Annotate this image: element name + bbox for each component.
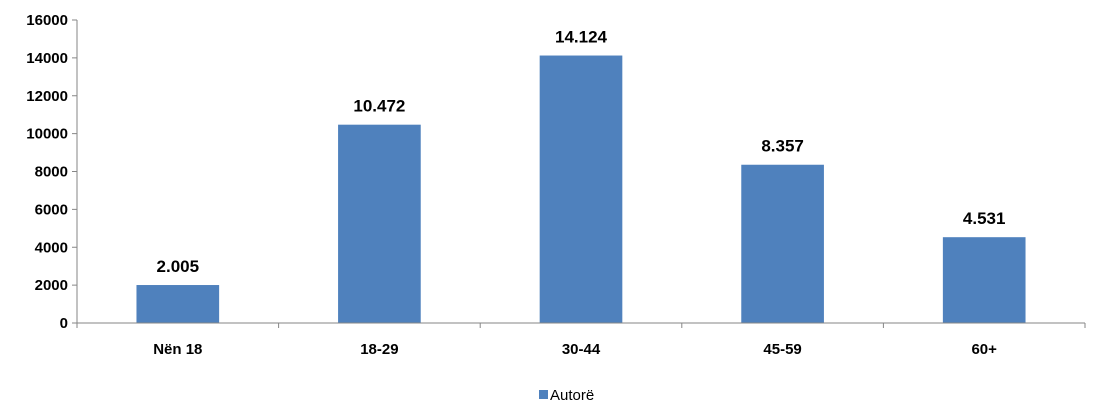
data-label: 4.531 — [963, 209, 1006, 228]
category-label: 45-59 — [763, 341, 801, 358]
x-axis-labels: Nën 18 18-29 30-44 45-59 60+ — [153, 341, 997, 358]
y-tick-label: 4000 — [35, 239, 68, 256]
y-tick-label: 10000 — [26, 126, 68, 143]
data-label: 10.472 — [353, 97, 405, 116]
category-label: 30-44 — [562, 341, 601, 358]
category-label: 60+ — [971, 341, 997, 358]
category-label: 18-29 — [360, 341, 398, 358]
x-axis-ticks — [76, 323, 1086, 328]
data-label: 2.005 — [157, 257, 200, 276]
y-tick-label: 0 — [60, 315, 68, 332]
data-label: 14.124 — [555, 28, 608, 47]
y-tick-label: 14000 — [26, 50, 68, 67]
y-axis-ticks: 0 2000 4000 6000 8000 10000 12000 14000 16000 — [26, 12, 77, 332]
y-tick-label: 12000 — [26, 88, 68, 105]
bar — [539, 55, 623, 324]
y-tick-label: 6000 — [35, 201, 68, 218]
y-tick-label: 16000 — [26, 12, 68, 29]
bar — [942, 237, 1026, 323]
legend: Autorë — [539, 387, 594, 404]
bar — [741, 164, 824, 323]
data-labels: 2.005 10.472 14.124 8.357 4.531 — [157, 28, 1006, 277]
data-label: 8.357 — [761, 137, 804, 156]
y-tick-label: 8000 — [35, 164, 68, 181]
bars — [136, 55, 1026, 324]
category-label: Nën 18 — [153, 341, 202, 358]
y-tick-label: 2000 — [35, 277, 68, 294]
legend-swatch — [539, 390, 548, 399]
legend-label: Autorë — [550, 387, 594, 404]
bar — [338, 124, 421, 324]
bar — [136, 285, 220, 323]
